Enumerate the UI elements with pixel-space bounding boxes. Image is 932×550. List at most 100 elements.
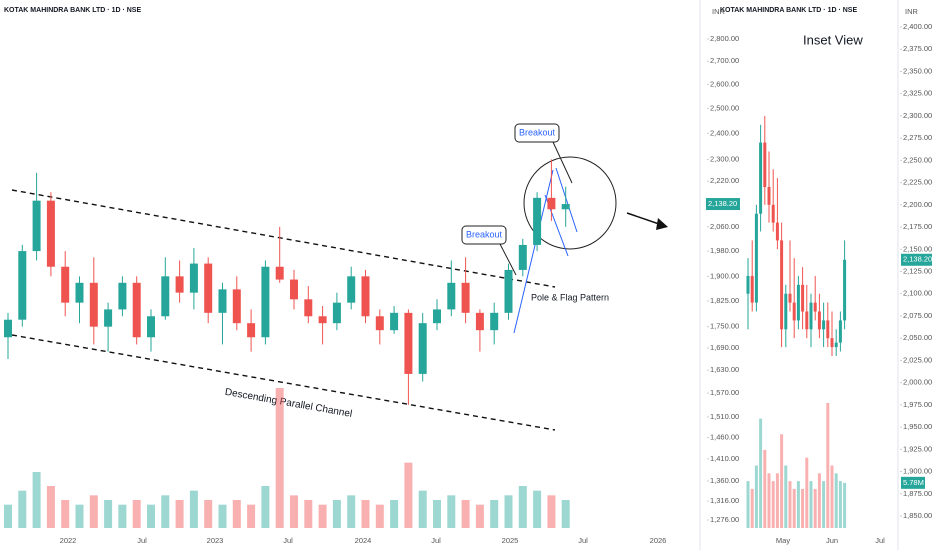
volume-bar: [204, 500, 213, 528]
y-tick-label: 2,600.00: [710, 79, 739, 88]
volume-bar: [771, 481, 775, 528]
volume-bar: [838, 481, 842, 528]
y-tick-label: 2,125.00: [903, 266, 932, 275]
arrow: [626, 212, 663, 226]
x-tick-label: Jun: [826, 536, 838, 545]
candle-body: [838, 320, 842, 343]
volume-bar: [218, 504, 227, 528]
y-tick-label: 1,925.00: [903, 444, 932, 453]
candle-body: [290, 279, 298, 300]
y-tick-label: 2,175.00: [903, 222, 932, 231]
candle-body: [784, 293, 788, 330]
y-tick-label: 1,950.00: [903, 422, 932, 431]
candle-body: [561, 204, 570, 210]
candle-body: [418, 323, 427, 374]
volume-bar: [361, 500, 370, 528]
candle-body: [175, 276, 184, 293]
candle-body: [132, 282, 141, 338]
currency-label: INR: [905, 7, 919, 16]
annotation: Pole & Flag Pattern: [531, 292, 609, 302]
volume-bar: [18, 490, 27, 528]
candle-body: [89, 282, 98, 327]
volume-bar: [118, 504, 127, 528]
candle-body: [204, 263, 213, 313]
candle-body: [218, 289, 227, 313]
volume-bar: [792, 488, 796, 528]
volume-bar: [813, 488, 817, 528]
volume-bar: [104, 500, 113, 528]
candle-body: [834, 342, 838, 348]
chart-title: KOTAK MAHINDRA BANK LTD · 1D · NSE: [720, 7, 857, 14]
pole-line: [513, 169, 554, 334]
candle-body: [147, 316, 155, 338]
volume-bar: [418, 490, 427, 528]
y-tick-label: 2,800.00: [710, 34, 739, 43]
candle-body: [822, 320, 826, 330]
candle-body: [332, 302, 341, 324]
volume-bar: [561, 500, 570, 528]
volume-bar: [796, 481, 800, 528]
y-tick-label: 2,400.00: [710, 128, 739, 137]
volume-bar: [826, 403, 830, 528]
last-price-badge: [901, 253, 932, 266]
callout-pointer: [552, 141, 573, 184]
callout-box: [461, 225, 507, 245]
currency-label: INR: [712, 7, 726, 16]
channel-upper: [11, 189, 556, 288]
volume-bar: [518, 486, 527, 528]
y-tick-label: 1,690.00: [710, 343, 739, 352]
volume-bar: [332, 500, 341, 528]
candle-body: [247, 323, 256, 338]
volume-bar: [175, 500, 184, 528]
candle-body: [46, 200, 55, 267]
flag-circle: [523, 156, 617, 250]
y-tick-label: 2,000.00: [903, 378, 932, 387]
candle-body: [261, 266, 270, 338]
candle-body: [189, 263, 198, 293]
y-tick-label: 2,025.00: [903, 355, 932, 364]
volume-bar: [161, 495, 170, 528]
volume-bar: [775, 473, 779, 528]
candle-body: [771, 204, 775, 223]
y-tick-label: 2,375.00: [903, 44, 932, 53]
candle-body: [32, 200, 41, 252]
volume-bar: [746, 481, 750, 528]
candle-body: [433, 309, 441, 324]
y-tick-label: 1,410.00: [710, 454, 739, 463]
candle-body: [318, 316, 327, 324]
x-tick-label: Jul: [431, 536, 441, 545]
x-tick-label: 2022: [60, 536, 77, 545]
volume-bar: [189, 490, 198, 528]
flag-line: [555, 167, 578, 233]
y-tick-label: 2,100.00: [903, 289, 932, 298]
candle-body: [75, 282, 84, 303]
y-tick-label: 1,316.00: [710, 496, 739, 505]
y-tick-label: 1,980.00: [710, 246, 739, 255]
volume-bar: [763, 449, 767, 528]
volume-bar: [461, 500, 470, 528]
volume-bar: [61, 500, 70, 528]
x-tick-label: Jul: [578, 536, 588, 545]
candle-body: [4, 319, 12, 338]
candle-body: [796, 284, 800, 321]
candle-body: [754, 213, 758, 303]
volume-bar: [32, 472, 41, 528]
candle-body: [826, 320, 830, 339]
candle-body: [518, 244, 527, 270]
volume-bar: [89, 495, 98, 528]
callout-box: [514, 123, 560, 143]
volume-label: 5.78M: [903, 478, 924, 487]
volume-bar: [304, 500, 313, 528]
arrow-head: [656, 218, 668, 230]
y-tick-label: 1,875.00: [903, 489, 932, 498]
y-tick-label: 2,300.00: [710, 154, 739, 163]
x-tick-label: 2024: [355, 536, 372, 545]
y-tick-label: 2,400.00: [903, 22, 932, 31]
volume-bar: [75, 504, 84, 528]
y-tick-label: 2,075.00: [903, 311, 932, 320]
candle-body: [490, 312, 499, 331]
candle-body: [104, 309, 113, 327]
y-tick-label: 1,570.00: [710, 388, 739, 397]
